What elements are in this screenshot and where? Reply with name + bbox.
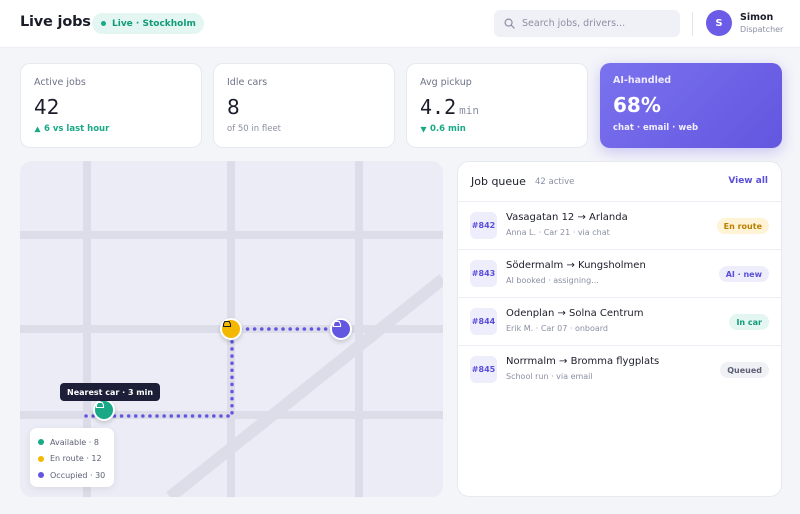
legend-dot-icon (38, 439, 44, 446)
job-queue-title: Job queue (471, 175, 526, 188)
legend-dot-icon (38, 472, 44, 479)
job-row[interactable]: #844 Odenplan → Solna Centrum Erik M. · … (458, 298, 781, 346)
job-id-badge: #843 (470, 260, 497, 287)
job-meta: School run · via email (506, 372, 593, 381)
job-status-badge: Queued (720, 362, 769, 378)
job-row[interactable]: #842 Vasagatan 12 → Arlanda Anna L. · Ca… (458, 202, 781, 250)
job-row[interactable]: #843 Södermalm → Kungsholmen AI booked ·… (458, 250, 781, 298)
legend-item-en-route: En route · 12 (38, 451, 114, 468)
job-queue-count: 42 active (535, 177, 575, 187)
job-meta: Anna L. · Car 21 · via chat (506, 228, 610, 237)
job-row[interactable]: #845 Norrmalm → Bromma flygplats School … (458, 346, 781, 394)
stat-card-active-jobs[interactable]: Active jobs 42 6 vs last hour (20, 63, 202, 148)
stat-label: Idle cars (227, 77, 268, 88)
legend-item-occupied: Occupied · 30 (38, 467, 114, 484)
car-icon (222, 320, 232, 328)
live-status-badge: Live · Stockholm (92, 13, 204, 34)
stat-subtext-label: of 50 in fleet (227, 124, 282, 134)
job-route: Odenplan → Solna Centrum (506, 308, 644, 319)
job-status-badge: AI · new (718, 266, 769, 282)
user-role: Dispatcher (740, 25, 784, 34)
car-marker-occupied[interactable] (330, 318, 352, 340)
stat-subtext: chat · email · web (613, 123, 698, 133)
stat-label: Active jobs (34, 77, 86, 88)
avatar[interactable]: S (706, 10, 732, 36)
top-bar: Live jobs Live · Stockholm S Simon Dispa… (0, 0, 800, 48)
legend-dot-icon (38, 455, 44, 462)
stat-subtext: of 50 in fleet (227, 124, 281, 134)
car-marker-available[interactable] (93, 399, 115, 421)
live-dot-icon (101, 21, 106, 26)
car-icon (95, 401, 105, 409)
nearest-car-tooltip: Nearest car · 3 min (60, 383, 161, 401)
stat-trend-text: 6 vs last hour (44, 124, 110, 134)
stat-trend-text: 0.6 min (430, 124, 466, 134)
job-status-badge: In car (729, 314, 769, 330)
legend-label: Occupied · 30 (50, 470, 106, 480)
job-route: Norrmalm → Bromma flygplats (506, 356, 660, 367)
job-route: Södermalm → Kungsholmen (506, 260, 646, 271)
job-id-badge: #845 (470, 356, 497, 383)
job-queue-panel: Job queue 42 active View all #842 Vasaga… (457, 161, 782, 497)
legend-item-available: Available · 8 (38, 434, 114, 451)
stat-card-avg-pickup[interactable]: Avg pickup 4.2 min 0.6 min (406, 63, 588, 148)
job-route: Vasagatan 12 → Arlanda (506, 212, 628, 223)
stat-label: AI-handled (613, 75, 672, 86)
header-divider (692, 12, 693, 36)
stat-value: 68% (613, 93, 661, 117)
job-status-badge: En route (716, 218, 769, 234)
stat-subtext-label: chat · email · web (613, 123, 699, 133)
stat-value-wrap: 4.2 min (420, 95, 479, 119)
down-triangle-icon (420, 126, 427, 133)
car-icon (332, 320, 342, 328)
legend-label: En route · 12 (50, 454, 102, 464)
search-input[interactable] (522, 18, 672, 29)
view-all-link[interactable]: View all (728, 176, 768, 186)
stat-trend: 6 vs last hour (34, 124, 109, 134)
stat-card-ai-handled[interactable]: AI-handled 68% chat · email · web (600, 63, 782, 148)
page-title: Live jobs (20, 14, 91, 30)
live-status-label: Live · Stockholm (112, 18, 196, 29)
live-map[interactable]: Nearest car · 3 min Available · 8 En rou… (20, 161, 443, 497)
job-meta: Erik M. · Car 07 · onboard (506, 324, 609, 333)
search-icon (504, 14, 515, 33)
legend-label: Available · 8 (50, 437, 99, 447)
stat-trend: 0.6 min (420, 124, 466, 134)
job-id-badge: #844 (470, 308, 497, 335)
stat-value: 4.2 (420, 95, 457, 119)
stat-unit: min (459, 104, 479, 117)
map-legend: Available · 8 En route · 12 Occupied · 3… (30, 428, 114, 487)
car-marker-en-route[interactable] (220, 318, 242, 340)
up-triangle-icon (34, 125, 41, 132)
stat-value: 42 (34, 95, 60, 119)
search-box[interactable] (494, 10, 680, 37)
job-id-badge: #842 (470, 212, 497, 239)
stat-card-idle-cars[interactable]: Idle cars 8 of 50 in fleet (213, 63, 395, 148)
job-queue-header: Job queue 42 active View all (458, 162, 781, 202)
stat-value: 8 (227, 95, 240, 119)
stat-label: Avg pickup (420, 77, 472, 88)
job-meta: AI booked · assigning... (506, 276, 599, 285)
user-name[interactable]: Simon (740, 12, 774, 23)
